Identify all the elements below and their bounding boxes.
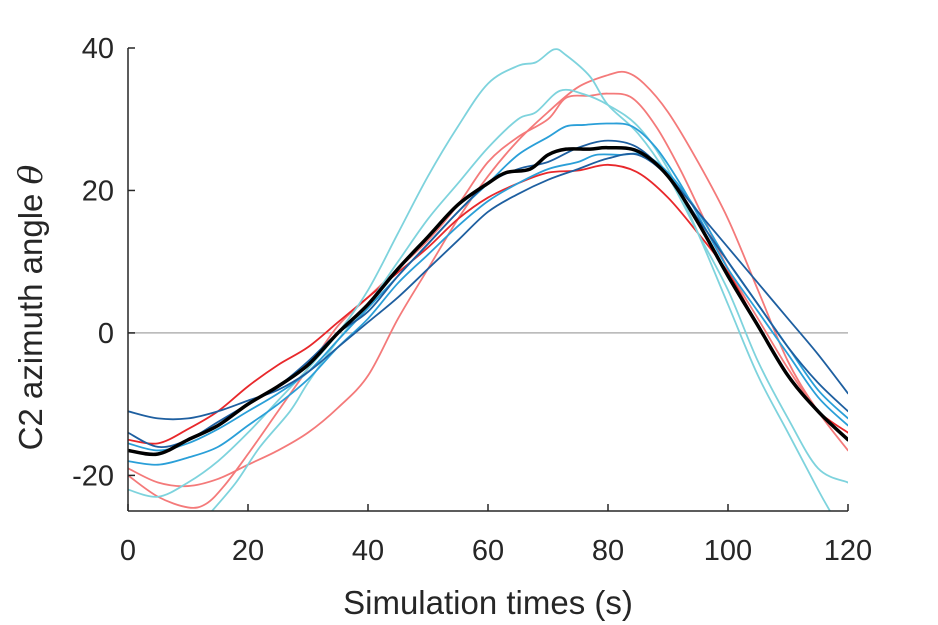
x-tick-label: 100	[704, 535, 752, 567]
series-line-mean	[128, 145, 848, 457]
x-tick-label: 20	[232, 535, 264, 567]
x-tick-label: 60	[472, 535, 504, 567]
y-tick-label: 0	[98, 318, 114, 350]
x-tick-label: 0	[120, 535, 136, 567]
series-line-1	[128, 70, 848, 488]
x-tick-label: 80	[592, 535, 624, 567]
series-line-5	[211, 88, 831, 511]
series-line-8	[128, 152, 848, 421]
y-axis-title-text: C2 azimuth angle	[12, 184, 49, 450]
y-tick-label: 20	[82, 175, 114, 207]
y-axis-title-symbol: θ	[11, 164, 50, 184]
series-line-6	[128, 122, 848, 452]
series-line-3	[128, 163, 848, 445]
series-line-4	[128, 48, 848, 498]
y-axis-title: C2 azimuth angle θ	[11, 164, 50, 450]
x-axis-title: Simulation times (s)	[343, 584, 633, 621]
series-layer	[128, 48, 848, 511]
x-tick-label: 40	[352, 535, 384, 567]
y-tick-label: 40	[82, 33, 114, 65]
ticks-layer: 0 20 40 60 80 100 120 -20 0 20 40	[72, 33, 872, 567]
y-tick-label: -20	[72, 460, 114, 492]
x-tick-label: 120	[824, 535, 872, 567]
